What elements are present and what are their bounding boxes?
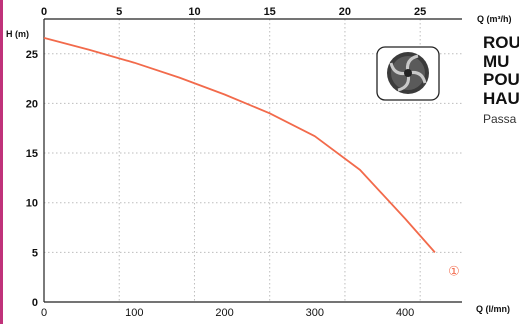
x-bottom-tick-label: 0	[41, 307, 47, 319]
series: ①	[43, 37, 460, 279]
side-title-line: ROU	[483, 34, 519, 52]
x-top-axis-label: Q (m³/h)	[477, 14, 512, 24]
side-title-line: HAU	[483, 88, 519, 108]
tick-labels: 0 5 10 15 20 25 0 5 10 15 20 25 0 100 200 300 400	[26, 6, 427, 319]
axes	[43, 18, 462, 303]
x-top-tick-label: 15	[264, 6, 276, 18]
x-bottom-tick-label: 100	[125, 307, 143, 319]
grid	[44, 19, 462, 302]
x-bottom-tick-label: 200	[215, 307, 233, 319]
accent-bar	[0, 0, 3, 324]
x-bottom-tick-label: 300	[306, 307, 324, 319]
side-title-line: MU	[483, 51, 510, 71]
y-axis-label: H (m)	[6, 29, 29, 39]
pump-curve-line	[43, 37, 436, 253]
y-tick-label: 20	[26, 98, 38, 110]
y-tick-label: 5	[32, 247, 38, 259]
x-top-tick-label: 5	[116, 6, 122, 18]
curve-label: ①	[448, 264, 460, 279]
x-top-tick-label: 25	[414, 6, 426, 18]
x-top-tick-label: 10	[188, 6, 200, 18]
x-top-tick-label: 20	[339, 6, 351, 18]
y-tick-label: 15	[26, 148, 38, 160]
y-tick-label: 10	[26, 198, 38, 210]
side-subtitle: Passa	[483, 112, 517, 126]
x-bottom-tick-label: 400	[396, 307, 414, 319]
impeller-icon	[376, 46, 440, 101]
x-top-tick-label: 0	[41, 6, 47, 18]
y-tick-label: 25	[26, 49, 38, 61]
side-title-line: POU	[483, 70, 519, 89]
side-text: ROU MU POU HAU Passa	[483, 34, 519, 126]
y-tick-label: 0	[32, 297, 38, 309]
x-bottom-axis-label: Q (l/mn)	[476, 304, 510, 314]
